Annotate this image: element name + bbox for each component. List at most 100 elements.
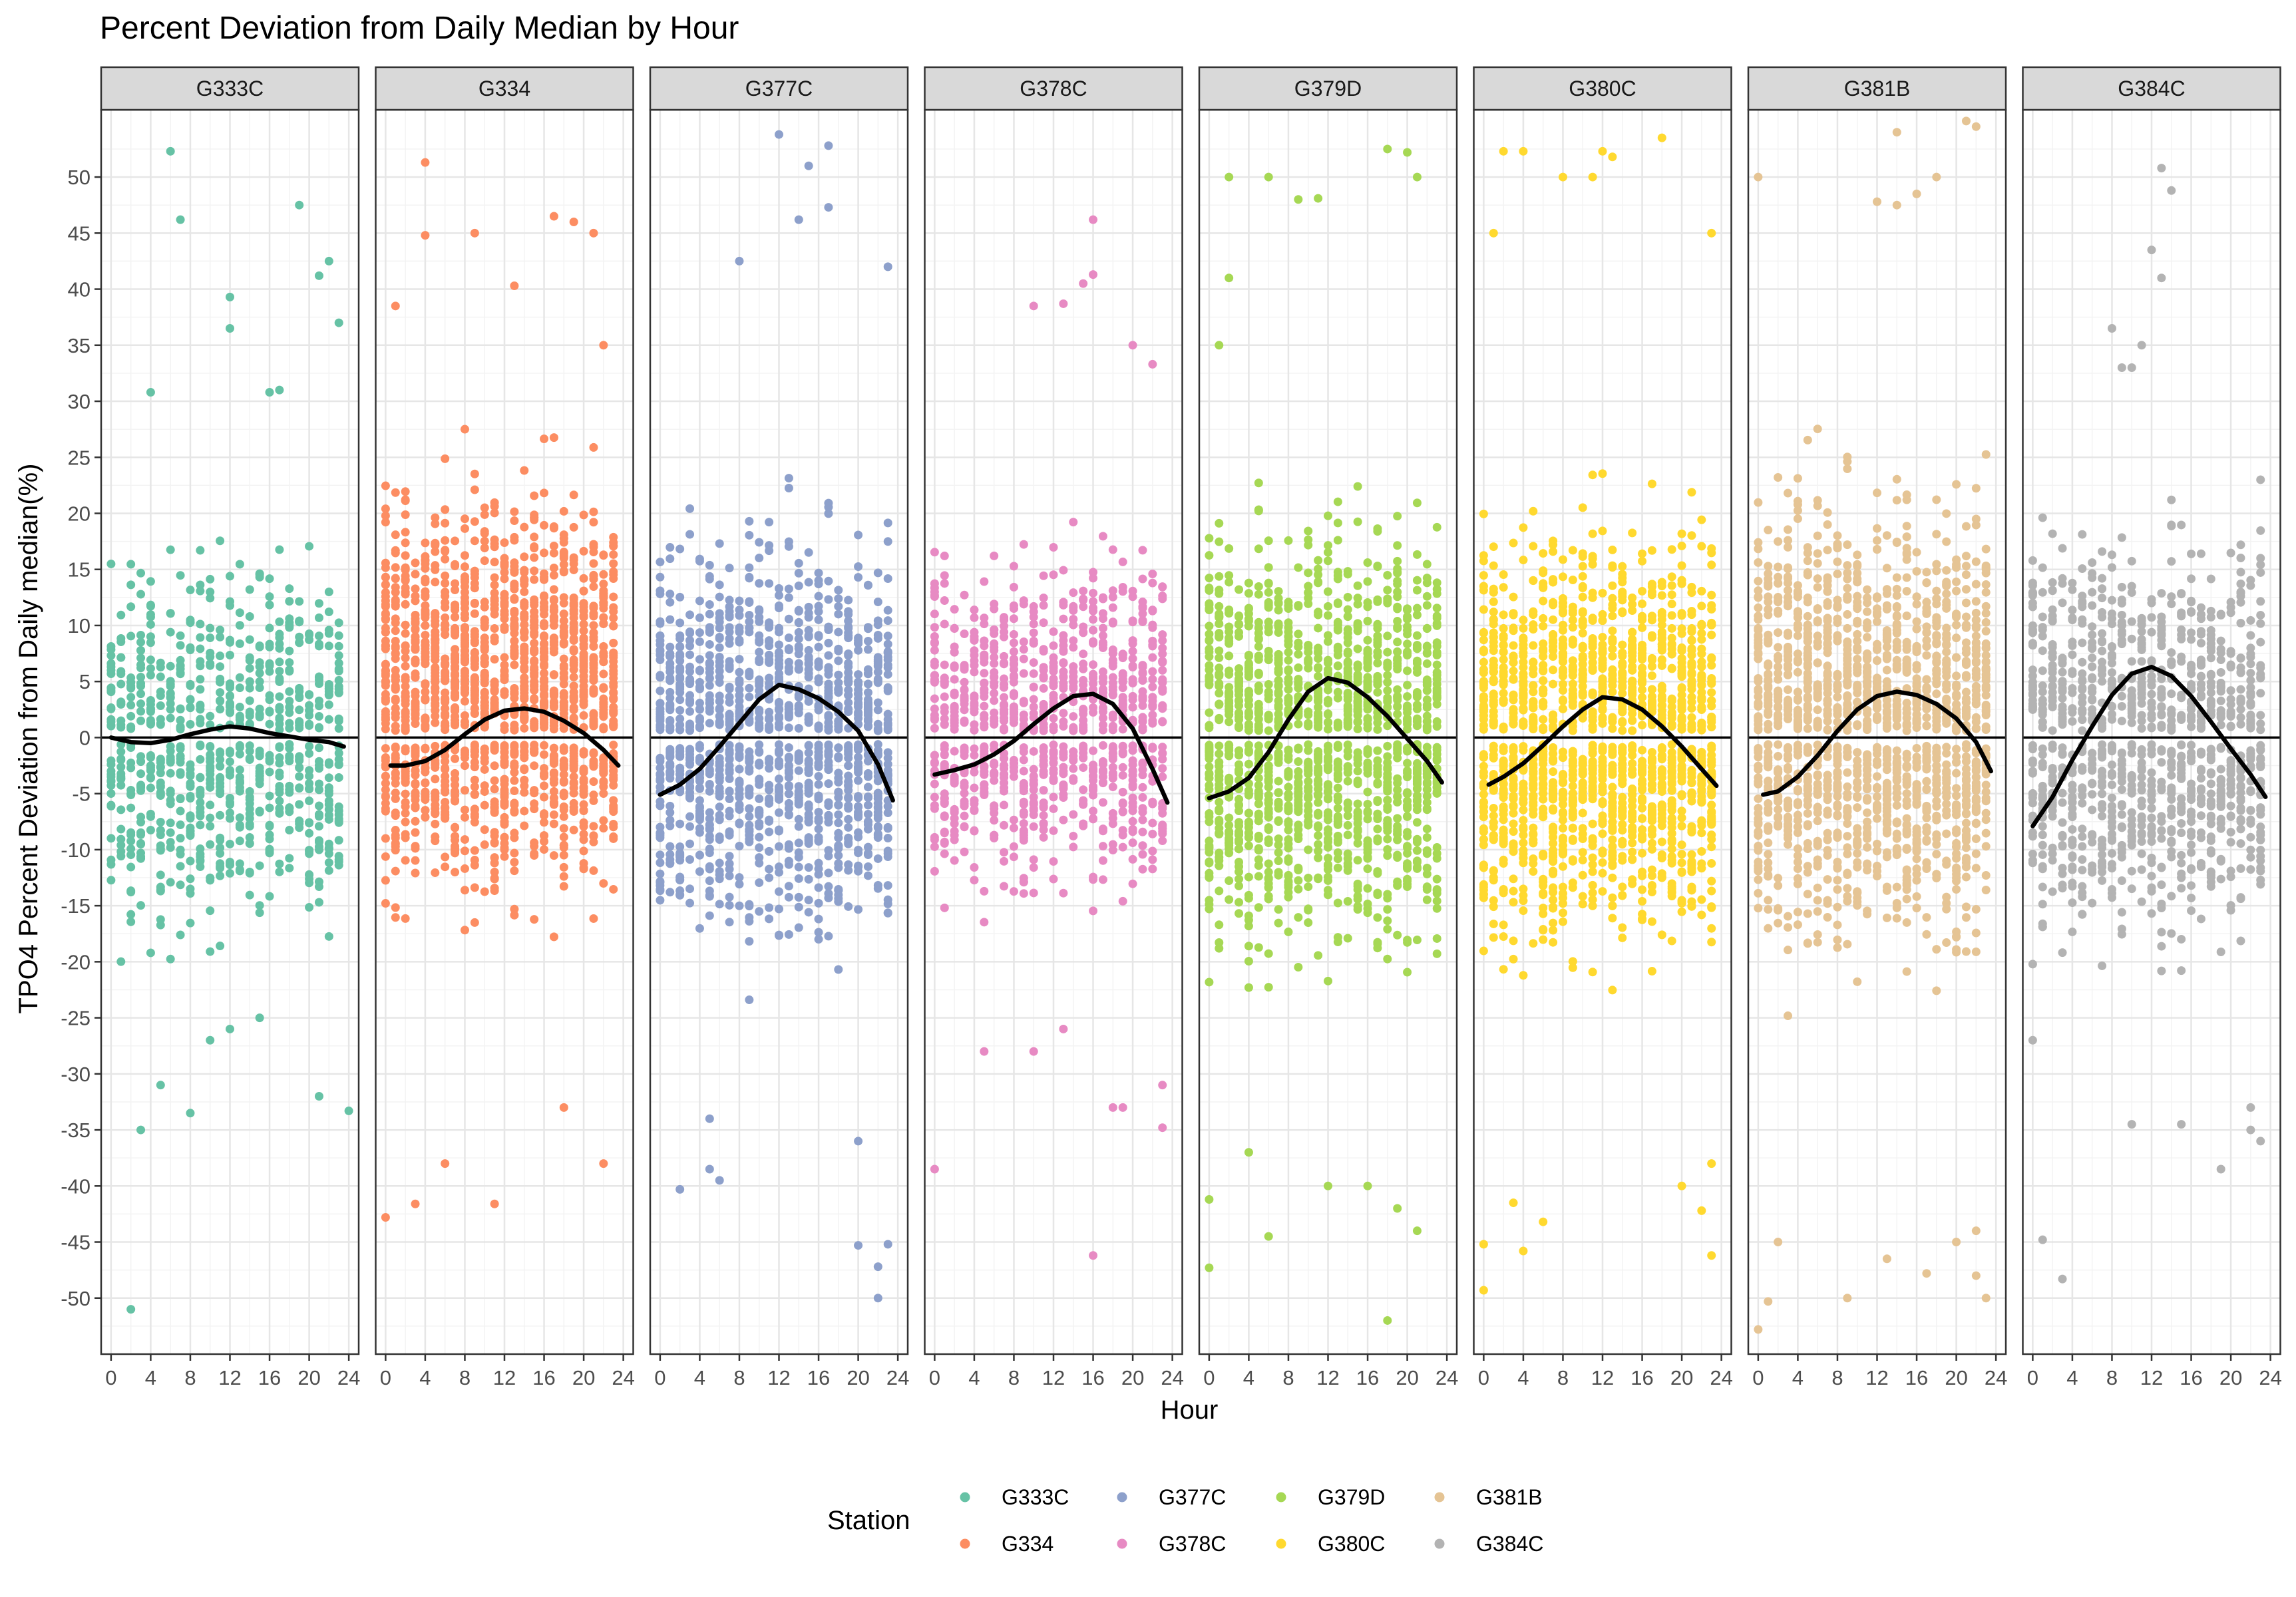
- data-point: [685, 698, 695, 707]
- data-point: [814, 753, 823, 763]
- data-point: [490, 508, 499, 518]
- data-point: [490, 596, 499, 606]
- data-point: [156, 817, 165, 826]
- data-point: [540, 633, 549, 642]
- data-point: [559, 701, 568, 710]
- x-tick-label: 4: [419, 1366, 431, 1389]
- data-point: [226, 324, 234, 333]
- data-point: [156, 790, 165, 799]
- data-point: [255, 677, 264, 686]
- data-point: [715, 792, 724, 801]
- y-tick-label: 25: [68, 446, 91, 469]
- data-point: [421, 787, 430, 797]
- data-point: [451, 603, 460, 612]
- data-point: [854, 573, 863, 582]
- data-point: [391, 665, 400, 675]
- data-point: [1059, 717, 1068, 726]
- data-point: [540, 520, 549, 530]
- data-point: [685, 760, 695, 769]
- data-point: [540, 836, 549, 846]
- data-point: [460, 864, 469, 873]
- data-point: [834, 828, 843, 838]
- data-point: [520, 645, 529, 654]
- data-point: [391, 721, 400, 731]
- data-point: [589, 866, 598, 875]
- data-point: [666, 717, 675, 726]
- data-point: [715, 691, 724, 701]
- data-point: [745, 785, 754, 795]
- y-tick-label: 35: [68, 334, 91, 357]
- data-point: [705, 674, 714, 683]
- data-point: [1039, 645, 1048, 654]
- data-point: [235, 765, 244, 775]
- data-point: [460, 625, 469, 634]
- data-point: [1108, 545, 1117, 554]
- data-point: [685, 753, 695, 762]
- data-point: [206, 906, 215, 916]
- data-point: [411, 558, 420, 568]
- data-point: [275, 692, 284, 701]
- data-point: [235, 713, 244, 723]
- data-point: [116, 610, 126, 620]
- data-point: [824, 651, 833, 660]
- data-point: [1049, 570, 1058, 580]
- data-point: [411, 788, 420, 797]
- data-point: [589, 837, 598, 846]
- data-point: [431, 819, 440, 828]
- data-point: [216, 632, 225, 641]
- data-point: [559, 882, 568, 891]
- y-tick-label: -30: [61, 1063, 91, 1086]
- data-point: [206, 720, 215, 729]
- data-point: [685, 812, 695, 821]
- data-point: [970, 863, 979, 872]
- data-point: [381, 610, 390, 619]
- data-point: [824, 683, 833, 692]
- data-point: [844, 596, 853, 605]
- data-point: [784, 474, 793, 483]
- data-point: [381, 834, 390, 843]
- data-point: [599, 641, 608, 651]
- data-point: [490, 636, 499, 645]
- data-point: [1009, 691, 1018, 701]
- data-point: [146, 812, 155, 821]
- data-point: [695, 699, 704, 708]
- data-point: [666, 598, 675, 607]
- data-point: [305, 784, 314, 793]
- data-point: [745, 812, 754, 821]
- data-point: [950, 830, 959, 840]
- data-point: [490, 558, 499, 567]
- data-point: [275, 867, 284, 876]
- data-point: [1148, 623, 1157, 632]
- data-point: [940, 903, 949, 912]
- data-point: [794, 787, 803, 797]
- data-point: [656, 833, 665, 842]
- data-point: [490, 697, 499, 707]
- data-point: [569, 825, 578, 834]
- data-point: [1138, 793, 1147, 802]
- data-point: [873, 598, 882, 607]
- data-point: [216, 688, 225, 697]
- data-point: [421, 538, 430, 548]
- data-point: [391, 696, 400, 705]
- data-point: [520, 693, 529, 703]
- data-point: [441, 1159, 450, 1168]
- x-tick-label: 12: [493, 1366, 516, 1389]
- data-point: [411, 868, 420, 878]
- data-point: [441, 536, 450, 545]
- data-point: [656, 636, 665, 645]
- data-point: [814, 615, 823, 624]
- data-point: [883, 574, 892, 583]
- data-point: [510, 904, 519, 914]
- data-point: [275, 725, 284, 735]
- data-point: [285, 658, 294, 667]
- data-point: [441, 803, 450, 812]
- data-point: [391, 626, 400, 635]
- data-point: [1108, 710, 1117, 719]
- data-point: [265, 388, 274, 397]
- data-point: [675, 890, 685, 899]
- data-point: [196, 685, 205, 694]
- data-point: [1000, 683, 1009, 692]
- data-point: [1039, 761, 1048, 770]
- data-point: [705, 658, 714, 667]
